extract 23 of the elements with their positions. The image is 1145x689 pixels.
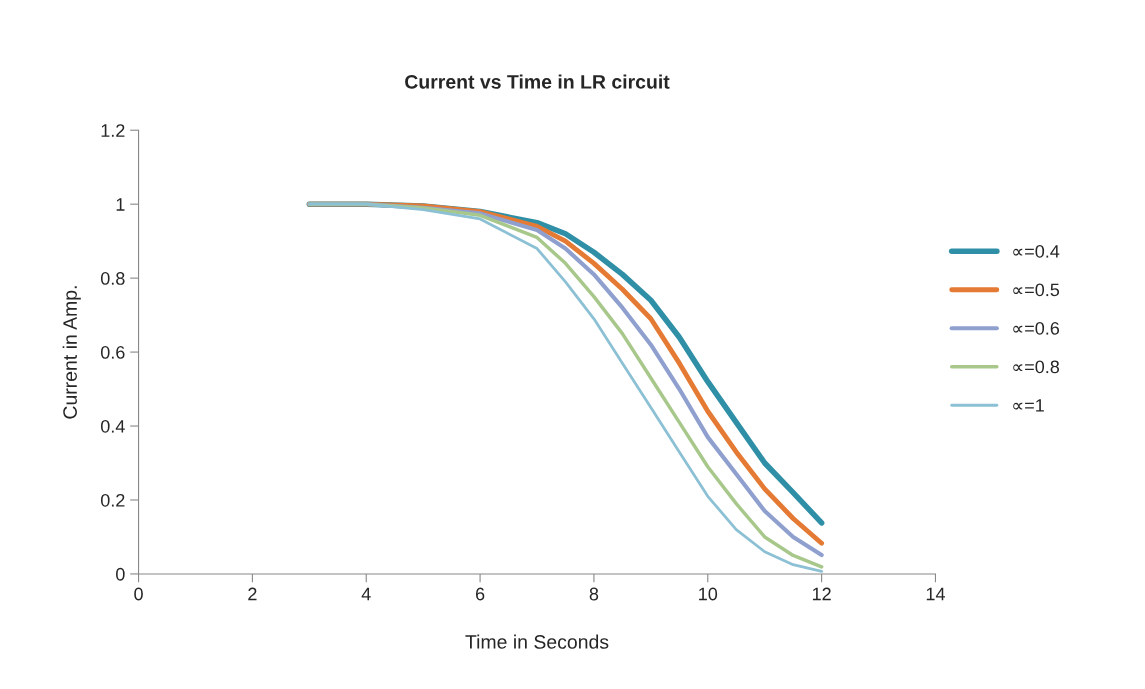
y-axis-title: Current in Amp.	[62, 286, 81, 419]
x-tick-label: 2	[248, 587, 257, 601]
legend-label: ∝=0.8	[1013, 360, 1060, 374]
legend-label: ∝=0.6	[1013, 321, 1060, 335]
y-tick-label: 1	[116, 198, 125, 211]
y-tick-label: 0.4	[100, 419, 125, 433]
y-tick-label: 1.2	[101, 124, 125, 137]
y-tick-label: 0.2	[100, 493, 125, 507]
x-tick-label: 10	[699, 587, 718, 601]
x-tick-label: 4	[361, 587, 371, 601]
chart-title: Current vs Time in LR circuit	[405, 74, 670, 89]
x-tick-label: 0	[134, 587, 143, 601]
x-tick-label: 8	[589, 587, 599, 601]
x-axis-title: Time in Seconds	[465, 634, 609, 649]
x-tick-label: 12	[812, 587, 831, 601]
x-tick-label: 6	[475, 587, 485, 601]
legend-label: ∝=0.4	[1013, 244, 1060, 258]
legend-label: ∝=0.5	[1013, 283, 1060, 297]
y-tick-label: 0.6	[100, 346, 125, 359]
legend-label: ∝=1	[1013, 399, 1044, 412]
y-tick-label: 0.8	[100, 272, 125, 285]
x-tick-label: 14	[926, 587, 945, 601]
y-tick-label: 0	[116, 567, 125, 581]
